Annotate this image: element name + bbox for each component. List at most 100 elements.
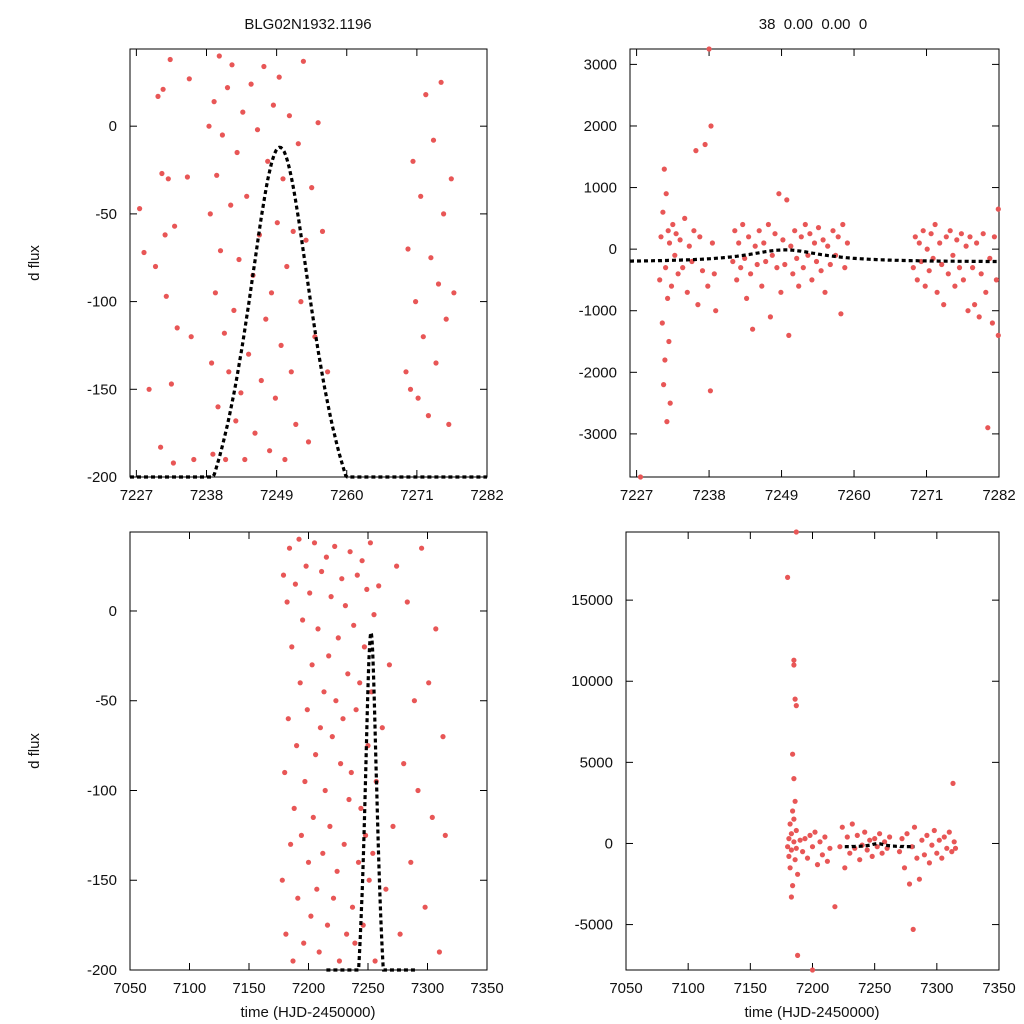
data-point <box>786 332 792 338</box>
data-point <box>367 540 373 546</box>
data-point <box>345 671 351 677</box>
data-point <box>451 290 457 296</box>
data-point <box>744 295 750 301</box>
y-tick-label: 5000 <box>580 754 613 771</box>
x-tick-label: 7260 <box>837 487 870 504</box>
data-point <box>793 845 799 851</box>
data-point <box>832 904 838 910</box>
data-point <box>162 232 168 238</box>
data-point <box>309 662 315 668</box>
x-tick-label: 7100 <box>173 980 206 997</box>
data-point <box>240 109 246 115</box>
data-point <box>370 850 376 856</box>
x-tick-label: 7350 <box>982 980 1015 997</box>
y-tick-label: 1000 <box>584 180 617 197</box>
data-point <box>970 265 976 271</box>
data-point <box>637 474 644 480</box>
data-point <box>790 751 796 757</box>
data-point <box>666 338 672 345</box>
data-point <box>206 123 212 129</box>
data-point <box>419 545 425 551</box>
data-point <box>974 240 980 246</box>
data-point <box>268 290 275 296</box>
data-point <box>926 268 932 274</box>
data-point <box>732 228 738 234</box>
data-point <box>438 79 444 85</box>
data-point <box>254 127 261 133</box>
data-point <box>849 821 855 827</box>
data-point <box>436 949 442 955</box>
data-point <box>308 913 314 919</box>
data-point <box>705 283 711 289</box>
data-point <box>270 102 276 108</box>
data-point <box>403 369 409 375</box>
data-point <box>842 265 848 271</box>
data-point <box>815 225 822 231</box>
data-point <box>252 430 258 436</box>
data-point <box>684 289 690 295</box>
y-tick-label: -2000 <box>579 364 617 381</box>
data-point <box>830 228 836 234</box>
panel-bottom-right: time (HJD-2450000) 7050 7100 7150 7200 7250 7… <box>571 529 1016 1021</box>
data-point <box>321 689 327 695</box>
data-point <box>272 395 278 401</box>
data-point <box>305 439 312 445</box>
data-point <box>706 46 712 52</box>
x-tick-label: 7227 <box>620 487 653 504</box>
data-point <box>802 221 808 228</box>
data-point <box>791 839 797 845</box>
data-point <box>787 821 793 827</box>
data-point <box>174 325 180 331</box>
data-point <box>985 425 991 431</box>
data-point <box>324 922 331 928</box>
data-point <box>697 234 703 240</box>
data-point <box>317 725 323 731</box>
data-points <box>279 536 448 964</box>
data-point <box>366 877 372 883</box>
data-point <box>795 871 801 877</box>
data-point <box>947 228 953 234</box>
data-point <box>210 451 216 457</box>
data-point <box>309 185 315 191</box>
data-point <box>304 707 310 713</box>
data-point <box>211 99 217 105</box>
x-tick-label: 7238 <box>692 487 725 504</box>
data-point <box>660 209 666 215</box>
data-point <box>442 832 448 839</box>
data-point <box>807 231 813 237</box>
data-point <box>793 827 799 834</box>
data-point <box>298 299 304 305</box>
data-point <box>680 265 686 271</box>
data-point <box>333 698 339 704</box>
y-tick-label: -200 <box>87 962 117 979</box>
y-tick-label: 0 <box>605 835 613 852</box>
data-point <box>258 377 264 384</box>
data-point <box>420 334 426 340</box>
data-point <box>793 529 799 535</box>
data-point <box>320 850 326 856</box>
data-point <box>754 261 760 268</box>
data-point <box>168 381 174 387</box>
data-point <box>763 258 769 265</box>
data-point <box>244 193 250 199</box>
data-point <box>812 829 818 835</box>
data-point <box>276 74 282 80</box>
data-point <box>952 283 958 289</box>
panel-top-right: 38 0.00 0.00 0 7227 7238 7249 7260 7271 7282 -… <box>579 16 1016 504</box>
data-point <box>141 249 147 256</box>
data-point <box>939 855 945 861</box>
data-points <box>137 53 457 466</box>
data-point <box>415 787 421 794</box>
data-point <box>394 563 400 569</box>
data-point <box>939 261 945 268</box>
data-point <box>914 277 920 283</box>
data-point <box>869 853 875 860</box>
data-point <box>288 369 294 375</box>
data-point <box>146 386 152 392</box>
data-point <box>825 243 831 249</box>
data-point <box>798 234 804 240</box>
data-point <box>316 949 322 955</box>
data-point <box>922 283 928 289</box>
data-point <box>896 849 903 855</box>
data-point <box>967 234 973 240</box>
